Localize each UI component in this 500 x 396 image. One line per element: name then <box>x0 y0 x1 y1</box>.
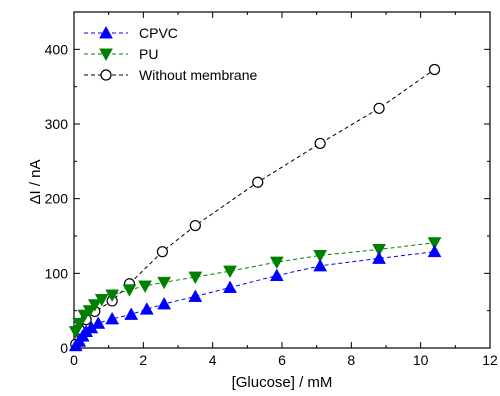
data-point <box>188 271 203 285</box>
data-point <box>139 302 154 315</box>
data-point <box>99 25 113 39</box>
series-pu <box>68 237 442 339</box>
y-tick-label: 400 <box>45 41 69 57</box>
data-point <box>373 102 385 114</box>
data-point <box>156 246 168 258</box>
data-point <box>72 317 87 331</box>
data-point <box>313 258 328 272</box>
series-cpvc <box>68 244 442 352</box>
data-point <box>188 289 203 302</box>
data-point <box>313 249 328 263</box>
data-point <box>189 219 201 232</box>
x-tick-label: 10 <box>413 352 429 368</box>
y-tick-label: 200 <box>45 191 69 207</box>
legend-entry: Without membrane <box>84 67 257 83</box>
x-tick-label: 0 <box>70 352 78 368</box>
series-without-membrane <box>70 63 441 350</box>
x-tick-label: 4 <box>209 352 217 368</box>
data-point <box>87 299 102 312</box>
data-point <box>223 280 237 293</box>
data-point <box>122 284 137 297</box>
legend-label: CPVC <box>139 25 178 41</box>
y-axis-label: ΔI / nA <box>27 159 44 204</box>
data-point <box>157 296 172 310</box>
data-point <box>91 316 106 329</box>
data-point <box>269 256 284 270</box>
legend-label: PU <box>139 46 158 62</box>
data-point <box>252 176 264 188</box>
data-point <box>105 289 120 303</box>
data-point <box>99 48 113 62</box>
y-tick-label: 300 <box>45 116 69 132</box>
y-tick-label: 100 <box>45 265 69 281</box>
data-point <box>124 307 139 320</box>
data-point <box>223 265 237 279</box>
x-axis-label: [Glucose] / mM <box>232 374 333 391</box>
data-point <box>138 280 152 294</box>
axes: 0 2 4 6 8 10 12 0 100 200 300 400 <box>45 11 498 368</box>
data-point <box>428 63 441 76</box>
x-tick-label: 8 <box>347 352 355 368</box>
legend-label: Without membrane <box>139 67 257 83</box>
data-point <box>372 251 386 264</box>
legend: CPVC PU Without membrane <box>84 25 257 83</box>
data-point <box>314 137 326 150</box>
plot-frame <box>73 11 491 349</box>
data-point <box>427 237 442 250</box>
legend-entry: CPVC <box>84 25 178 41</box>
data-point <box>82 305 97 318</box>
series-line <box>75 69 435 345</box>
x-tick-label: 12 <box>482 352 498 368</box>
data-point <box>100 69 112 81</box>
y-tick-label: 0 <box>60 340 68 356</box>
data-point <box>94 294 109 307</box>
data-point <box>269 268 284 282</box>
data-point <box>372 243 386 257</box>
data-point <box>105 311 120 325</box>
series-layer <box>68 63 442 352</box>
legend-entry: PU <box>84 46 158 62</box>
data-point <box>157 276 172 290</box>
x-tick-label: 2 <box>139 352 147 368</box>
data-point <box>427 244 442 258</box>
x-tick-label: 6 <box>278 352 286 368</box>
